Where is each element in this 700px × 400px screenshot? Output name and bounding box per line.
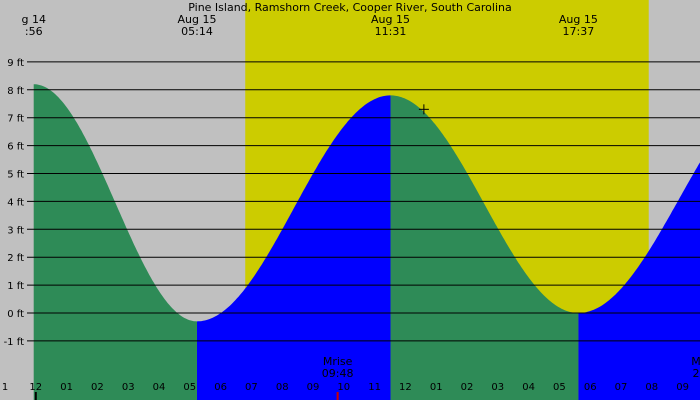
x-tick-label: 03: [122, 382, 135, 393]
falling-tide-segment: [390, 95, 579, 400]
x-tick-label: 09: [307, 382, 320, 393]
x-axis-labels: 1 12 01 02 03 04 05 06 07 08 09 10 11 12 01 02 03 04 05 06 0…: [2, 382, 689, 400]
x-tick-label: 04: [153, 382, 166, 393]
midnight-tick: [34, 392, 37, 400]
x-tick-label: 08: [645, 382, 658, 393]
gridlines: [27, 61, 700, 342]
moonrise-tick: [336, 392, 339, 400]
y-axis-labels: -1 ft 0 ft 1 ft 2 ft 3 ft 4 ft 5 ft 6 ft 7 ft 8 f…: [4, 58, 24, 348]
y-tick-label: 3 ft: [7, 225, 24, 236]
x-tick-label: 01: [60, 382, 73, 393]
x-tick-label: 1: [2, 382, 8, 393]
y-tick-label: 1 ft: [7, 281, 24, 292]
tide-event-time: 17:37: [563, 25, 595, 38]
x-tick-label: 11: [368, 382, 381, 393]
moonrise-label: Mrise: [323, 355, 353, 368]
moonrise-time: 09:48: [322, 367, 354, 380]
tide-event-time: 11:31: [375, 25, 407, 38]
x-tick-label: 06: [214, 382, 227, 393]
x-tick-label: 09: [676, 382, 689, 393]
rising-tide-segment: [197, 95, 391, 400]
y-tick-label: 7 ft: [7, 114, 24, 125]
x-tick-label: 12: [399, 382, 412, 393]
moonset-time: 2: [693, 367, 700, 380]
x-tick-label: 12: [29, 382, 42, 393]
y-tick-label: 2 ft: [7, 253, 24, 264]
x-tick-label: 05: [553, 382, 566, 393]
x-tick-label: 01: [430, 382, 443, 393]
y-tick-label: 0 ft: [7, 309, 24, 320]
x-tick-label: 03: [491, 382, 504, 393]
tide-event-date: Aug 15: [371, 13, 410, 26]
x-tick-label: 08: [276, 382, 289, 393]
y-tick-label: -1 ft: [4, 337, 24, 348]
x-tick-label: 02: [461, 382, 474, 393]
y-tick-label: 4 ft: [7, 197, 24, 208]
x-tick-label: 10: [337, 382, 350, 393]
tide-event-time: 05:14: [181, 25, 213, 38]
moonset-label: M: [691, 355, 700, 368]
y-tick-label: 8 ft: [7, 86, 24, 97]
x-tick-label: 07: [245, 382, 258, 393]
tide-event-date: Aug 15: [177, 13, 216, 26]
x-tick-label: 05: [183, 382, 196, 393]
current-marker: [418, 104, 429, 115]
y-tick-label: 6 ft: [7, 142, 24, 153]
x-tick-label: 04: [522, 382, 535, 393]
x-tick-label: 02: [91, 382, 104, 393]
falling-tide-segment: [33, 84, 198, 400]
chart-title: Pine Island, Ramshorn Creek, Cooper Rive…: [188, 1, 511, 14]
x-tick-label: 07: [615, 382, 628, 393]
x-tick-label: 06: [584, 382, 597, 393]
tide-event-date: g 14: [22, 13, 46, 26]
tide-event-date: Aug 15: [559, 13, 598, 26]
tide-event-time: :56: [25, 25, 43, 38]
y-tick-label: 5 ft: [7, 170, 24, 181]
y-tick-label: 9 ft: [7, 58, 24, 69]
